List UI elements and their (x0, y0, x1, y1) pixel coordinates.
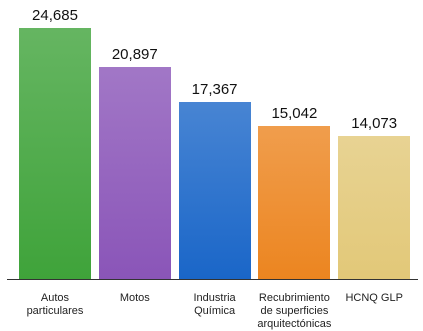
value-label: 15,042 (271, 105, 318, 123)
bar (19, 28, 91, 279)
value-label: 24,685 (32, 7, 78, 24)
x-tick-label: Recubrimiento de superficies arquitectón… (257, 292, 332, 330)
baseline (7, 279, 418, 280)
bar (338, 135, 411, 279)
bar (98, 66, 171, 279)
x-tick-label: Autos particulares (26, 292, 84, 317)
x-tick-label: Motos (119, 292, 150, 304)
value-label: 17,367 (191, 81, 238, 99)
bar (258, 126, 331, 279)
bar (178, 102, 251, 279)
x-tick-label: Industria Química (193, 292, 236, 317)
value-label: 14,073 (351, 114, 398, 132)
value-label: 20,897 (111, 45, 158, 63)
x-tick-label: HCNQ GLP (345, 292, 403, 304)
